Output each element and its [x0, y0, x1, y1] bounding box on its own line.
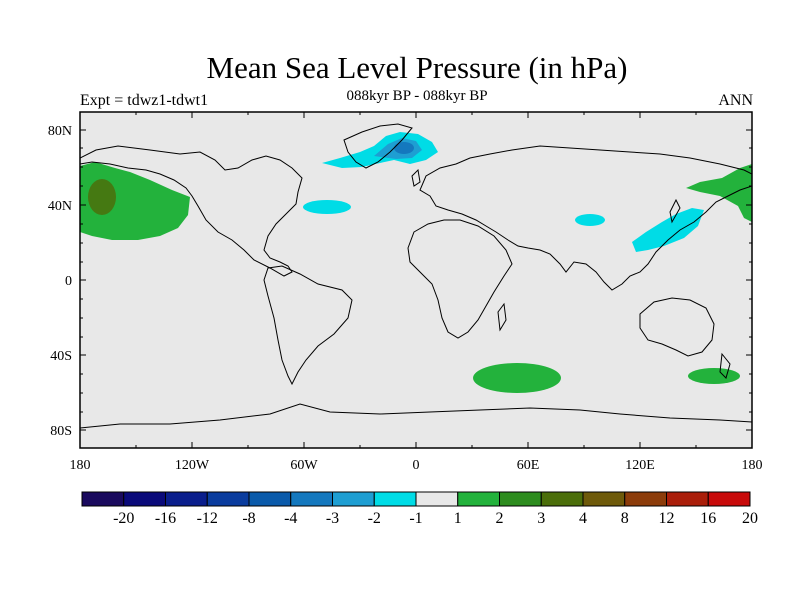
- coast-japan: [669, 198, 681, 224]
- anomaly-greenland-core: [394, 142, 414, 154]
- coast-new-zealand: [719, 352, 731, 379]
- colorbar-swatch: [373, 491, 417, 507]
- colorbar-label: 8: [621, 510, 629, 527]
- coast-greenland: [343, 123, 413, 169]
- colorbar-swatch: [206, 491, 250, 507]
- longitude-axis: 180 120W 60W 0 60E 120E 180: [70, 112, 763, 473]
- anomaly-south-indian: [473, 363, 561, 393]
- lon-tick-label: 180: [742, 458, 763, 473]
- anomaly-central-atlantic: [303, 200, 351, 214]
- season-label: ANN: [718, 92, 753, 109]
- colorbar-swatch: [81, 491, 125, 507]
- coast-south-america: [263, 265, 353, 386]
- lon-tick-label: 120W: [175, 458, 210, 473]
- colorbar-label: -2: [368, 510, 381, 527]
- plot-subtitle: 088kyr BP - 088kyr BP: [346, 88, 488, 104]
- colorbar-swatch: [248, 491, 292, 507]
- colorbar-swatch: [540, 491, 584, 507]
- lat-tick-label: 0: [65, 274, 72, 289]
- colorbar-swatch: [332, 491, 375, 507]
- colorbar-label: 2: [496, 510, 504, 527]
- colorbar-swatch: [165, 491, 208, 507]
- anomaly-sw-pacific: [688, 368, 740, 384]
- colorbar-label: -1: [409, 510, 422, 527]
- colorbar-swatch: [666, 491, 709, 507]
- lon-tick-label: 180: [70, 458, 91, 473]
- lon-tick-label: 120E: [625, 458, 655, 473]
- coastlines: [80, 123, 752, 429]
- colorbar-label: -12: [197, 510, 218, 527]
- colorbar-label: -8: [242, 510, 255, 527]
- lat-tick-label: 40N: [48, 199, 72, 214]
- coast-antarctica: [80, 403, 752, 429]
- lat-tick-label: 80N: [48, 124, 72, 139]
- map-background: [80, 112, 752, 448]
- colorbar-label: 3: [537, 510, 545, 527]
- colorbar-label: -3: [326, 510, 339, 527]
- colorbar-label: 20: [742, 510, 758, 527]
- colorbar-swatch: [290, 491, 333, 507]
- coast-eurasia: [419, 145, 752, 291]
- colorbar-swatch: [123, 491, 166, 507]
- coast-africa: [407, 219, 513, 339]
- experiment-label: Expt = tdwz1-tdwt1: [80, 92, 209, 109]
- coast-madagascar: [497, 302, 507, 332]
- lon-tick-label: 60E: [517, 458, 540, 473]
- colorbar-swatch: [499, 491, 542, 507]
- colorbar-swatch: [707, 491, 751, 507]
- lon-tick-label: 0: [413, 458, 420, 473]
- lon-tick-label: 60W: [290, 458, 318, 473]
- colorbar-swatch: [624, 491, 667, 507]
- colorbar-swatch: [582, 491, 626, 507]
- colorbar-label: -4: [284, 510, 297, 527]
- coast-uk: [411, 168, 421, 187]
- colorbar-swatch: [415, 491, 459, 507]
- anomaly-layer: [80, 132, 752, 393]
- plot-title: Mean Sea Level Pressure (in hPa): [206, 50, 628, 85]
- anomaly-north-pacific-core: [88, 179, 116, 215]
- anomaly-kamchatka: [686, 164, 752, 222]
- anomaly-tibet: [575, 214, 605, 226]
- colorbar-label: -20: [113, 510, 134, 527]
- colorbar-label: 4: [579, 510, 587, 527]
- latitude-axis: 80N 40N 0 40S 80S: [48, 124, 752, 439]
- colorbar-label: 16: [700, 510, 716, 527]
- colorbar-label: -16: [155, 510, 176, 527]
- coast-australia: [639, 297, 715, 357]
- lat-tick-label: 80S: [50, 424, 72, 439]
- colorbar: -20 -16 -12 -8 -4 -3 -2 -1 1 2 3 4 8 12 16 20: [81, 491, 758, 527]
- coast-north-america: [80, 145, 303, 277]
- anomaly-nw-pacific: [632, 208, 704, 252]
- colorbar-label: 1: [454, 510, 462, 527]
- lat-tick-label: 40S: [50, 349, 72, 364]
- colorbar-swatch: [457, 491, 500, 507]
- colorbar-label: 12: [659, 510, 675, 527]
